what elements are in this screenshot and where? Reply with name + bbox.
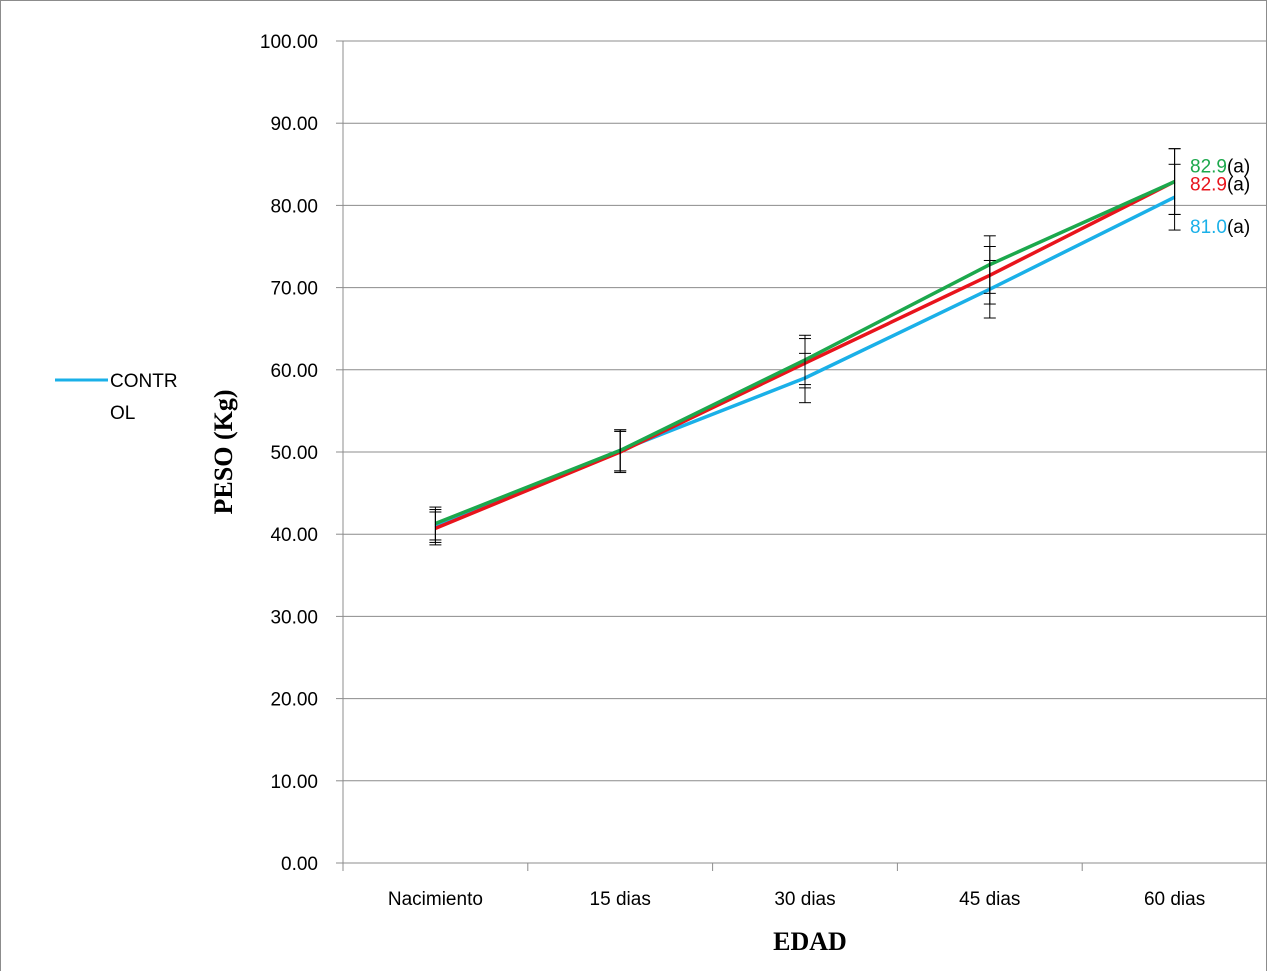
y-tick-labels: 0.00 10.00 20.00 30.00 40.00 50.00 60.00 70.00 8… (260, 32, 318, 875)
end-label-control: 81.0(a) (1190, 217, 1250, 238)
y-tick-label: 90.00 (270, 114, 318, 135)
y-tick-label: 20.00 (270, 690, 318, 711)
end-label-value: 81.0 (1190, 217, 1227, 238)
end-label-value: 82.9 (1190, 157, 1227, 178)
y-axis-title: PESO (Kg) (209, 390, 238, 515)
y-tick-label: 10.00 (270, 772, 318, 793)
x-tick-label: 45 dias (959, 889, 1020, 910)
end-label-green: 82.9(a) (1190, 157, 1250, 178)
y-tick-label: 50.00 (270, 443, 318, 464)
y-tick-label: 40.00 (270, 525, 318, 546)
error-bars (429, 148, 1181, 546)
end-labels: 82.9(a)82.9(a)81.0(a) (1190, 157, 1250, 239)
end-label-red: 82.9(a) (1190, 175, 1250, 196)
y-tick-label: 0.00 (281, 854, 318, 875)
x-tick-label: Nacimiento (388, 889, 483, 910)
legend-label-line1: CONTR (110, 371, 178, 392)
end-label-suffix: (a) (1227, 175, 1250, 196)
x-tick-label: 15 dias (590, 889, 651, 910)
x-tick-label: 30 dias (774, 889, 835, 910)
end-label-suffix: (a) (1227, 157, 1250, 178)
legend: CONTR OL (55, 371, 178, 424)
y-tick-label: 70.00 (270, 279, 318, 300)
x-tick-label: 60 dias (1144, 889, 1205, 910)
y-tick-label: 80.00 (270, 196, 318, 217)
y-tick-label: 100.00 (260, 32, 318, 53)
y-tick-label: 60.00 (270, 361, 318, 382)
end-label-value: 82.9 (1190, 175, 1227, 196)
axes (336, 40, 1267, 871)
y-tick-label: 30.00 (270, 607, 318, 628)
end-label-suffix: (a) (1227, 217, 1250, 238)
x-tick-labels: Nacimiento 15 dias 30 dias 45 dias 60 dias (388, 889, 1205, 910)
x-axis-title: EDAD (773, 927, 847, 956)
legend-label-line2: OL (110, 403, 135, 424)
